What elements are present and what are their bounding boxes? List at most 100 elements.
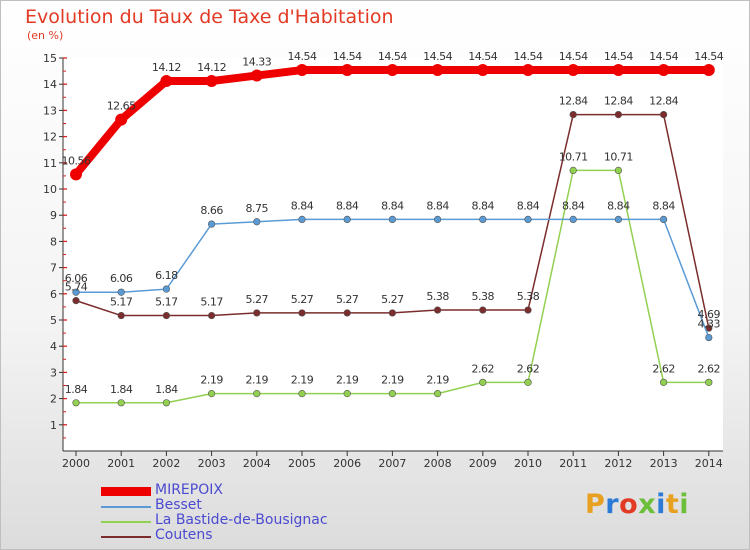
y-tick-label: 13 xyxy=(43,104,57,117)
data-point xyxy=(479,306,487,314)
data-point xyxy=(117,288,125,296)
data-label: 2.19 xyxy=(246,374,269,387)
x-tick-label: 2001 xyxy=(107,457,135,470)
data-label: 14.54 xyxy=(468,50,497,63)
data-label: 5.17 xyxy=(155,296,178,309)
data-point xyxy=(524,378,532,386)
data-label: 8.84 xyxy=(562,199,585,212)
data-point xyxy=(524,215,532,223)
data-point xyxy=(659,110,668,119)
data-label: 14.54 xyxy=(423,50,452,63)
logo-letter: P xyxy=(585,489,606,520)
data-label: 2.62 xyxy=(517,362,540,375)
logo-letter: o xyxy=(619,489,639,520)
data-point xyxy=(612,64,625,77)
data-point xyxy=(569,215,577,223)
legend-swatch xyxy=(101,536,151,538)
data-label: 8.75 xyxy=(246,202,269,215)
data-point xyxy=(253,218,261,226)
data-label: 12.65 xyxy=(107,100,136,113)
data-label: 8.84 xyxy=(291,199,314,212)
data-point xyxy=(567,64,580,77)
proxiti-logo: Proxiti xyxy=(585,489,689,520)
data-point xyxy=(162,399,170,407)
y-tick-label: 3 xyxy=(50,366,57,379)
data-point xyxy=(614,215,623,223)
y-tick-label: 9 xyxy=(50,209,57,222)
data-label: 14.54 xyxy=(604,50,633,63)
x-tick-label: 2011 xyxy=(559,457,587,470)
legend-swatch xyxy=(101,521,151,523)
data-point xyxy=(388,215,397,223)
data-label: 5.74 xyxy=(65,281,88,294)
chart-title: Evolution du Taux de Taxe d'Habitation xyxy=(25,6,394,28)
x-tick-label: 2004 xyxy=(243,457,271,470)
data-point xyxy=(386,64,399,77)
y-tick-label: 2 xyxy=(50,393,57,406)
data-point xyxy=(434,390,442,398)
data-label: 5.27 xyxy=(291,293,314,306)
data-point xyxy=(705,333,713,342)
y-tick-label: 11 xyxy=(43,157,57,170)
chart-unit: (en %) xyxy=(27,29,64,42)
data-label: 8.84 xyxy=(652,199,675,212)
data-point xyxy=(298,390,306,398)
data-label: 2.19 xyxy=(336,374,359,387)
y-tick-label: 4 xyxy=(50,340,57,353)
data-point xyxy=(253,390,261,398)
data-label: 5.38 xyxy=(517,290,540,303)
data-label: 5.38 xyxy=(472,290,495,303)
data-point xyxy=(343,390,351,398)
data-point xyxy=(479,378,487,386)
data-point xyxy=(343,215,351,223)
data-label: 1.84 xyxy=(110,383,133,396)
data-label: 5.27 xyxy=(246,293,269,306)
x-tick-label: 2002 xyxy=(152,457,180,470)
data-label: 14.54 xyxy=(694,50,723,63)
data-point xyxy=(117,399,125,407)
data-point xyxy=(343,309,351,317)
data-point xyxy=(614,110,623,119)
data-label: 2.62 xyxy=(652,362,675,375)
logo-letter: i xyxy=(656,489,666,520)
x-tick-label: 2007 xyxy=(378,457,406,470)
data-label: 4.69 xyxy=(698,308,721,321)
data-point xyxy=(70,168,82,181)
data-label: 14.54 xyxy=(649,50,678,63)
data-label: 12.84 xyxy=(559,95,588,108)
data-label: 2.19 xyxy=(426,374,449,387)
data-label: 8.84 xyxy=(426,199,449,212)
data-point xyxy=(476,64,489,77)
data-point xyxy=(72,297,80,305)
data-label: 5.17 xyxy=(110,296,133,309)
data-point xyxy=(524,306,532,314)
legend-label: MIREPOIX xyxy=(155,482,223,498)
y-tick-label: 10 xyxy=(43,183,57,196)
data-point xyxy=(250,69,263,82)
plot-area xyxy=(63,58,723,451)
x-tick-label: 2014 xyxy=(695,457,723,470)
data-label: 2.19 xyxy=(381,374,404,387)
data-point xyxy=(208,220,216,228)
data-point xyxy=(569,110,577,119)
logo-letter: i xyxy=(679,489,690,520)
data-label: 14.12 xyxy=(197,61,226,74)
data-label: 14.54 xyxy=(559,50,588,63)
data-label: 2.19 xyxy=(291,374,314,387)
data-point xyxy=(569,166,577,174)
data-label: 14.54 xyxy=(288,50,317,63)
data-label: 14.54 xyxy=(333,50,362,63)
logo-letter: r xyxy=(605,489,620,520)
data-point xyxy=(298,215,306,223)
x-tick-label: 2008 xyxy=(424,457,452,470)
data-point xyxy=(208,390,216,398)
data-label: 14.54 xyxy=(514,50,543,63)
data-label: 2.62 xyxy=(472,362,495,375)
data-label: 8.84 xyxy=(381,199,404,212)
data-label: 14.54 xyxy=(378,50,407,63)
y-tick-label: 12 xyxy=(43,131,57,144)
data-point xyxy=(296,64,308,77)
x-tick-label: 2000 xyxy=(62,457,90,470)
